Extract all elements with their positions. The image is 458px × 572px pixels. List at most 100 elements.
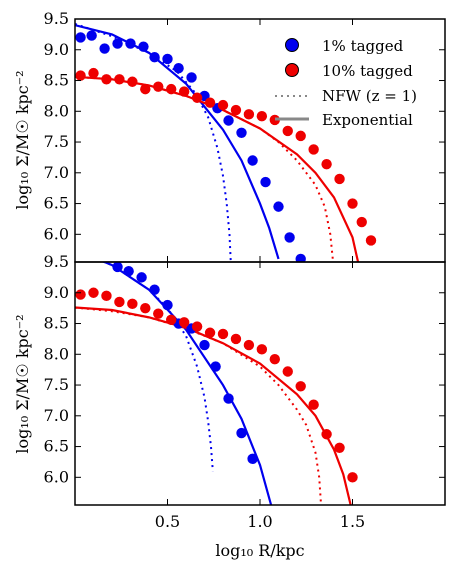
bottom-ytick-label: 6.0 [44, 467, 69, 486]
bottom-point-10-tagged [295, 381, 306, 392]
bottom-point-10-tagged [347, 472, 358, 483]
bottom-exponential-curve-1-tagged [101, 262, 273, 505]
top-point-10-tagged [153, 81, 164, 92]
top-point-1-tagged [173, 63, 184, 74]
bottom-point-10-tagged [178, 317, 190, 328]
top-point-10-tagged [230, 104, 242, 116]
top-point-10-tagged [334, 173, 345, 185]
bottom-point-10-tagged [308, 399, 319, 410]
bottom-point-1-tagged [223, 393, 234, 404]
bottom-xtick-label: 1.0 [247, 512, 272, 531]
bottom-nfw-curve-10-tagged [75, 306, 323, 505]
top-point-10-tagged [114, 74, 125, 85]
top-point-1-tagged [223, 115, 234, 126]
top-point-10-tagged [140, 83, 151, 95]
top-ytick-label: 9.0 [44, 40, 69, 59]
top-curves [75, 22, 360, 262]
top-ylabel: log₁₀ Σ/M☉ kpc⁻² [13, 70, 32, 209]
bottom-ytick-label: 7.5 [44, 375, 69, 394]
top-point-10-tagged [127, 76, 138, 87]
bottom-point-10-tagged [230, 333, 242, 345]
top-point-1-tagged [260, 176, 271, 188]
bottom-plot-area [75, 262, 358, 505]
bottom-exponential-curve-10-tagged [75, 306, 352, 505]
bottom-ytick-label: 9.0 [44, 283, 69, 302]
top-point-1-tagged [236, 127, 247, 139]
legend-label-exponential: Exponential [322, 111, 413, 129]
bottom-point-1-tagged [149, 284, 160, 295]
top-yticks: 6.0 6.5 7.0 7.5 8.0 8.5 9.0 9.5 [44, 9, 445, 262]
top-points [75, 30, 377, 262]
bottom-nfw-curve-1-tagged [101, 262, 214, 472]
bottom-point-1-tagged [112, 262, 123, 273]
bottom-ytick-label: 8.5 [44, 314, 69, 333]
top-point-10-tagged [178, 86, 190, 97]
top-exponential-curve-1-tagged [75, 24, 280, 260]
top-point-10-tagged [256, 111, 268, 122]
bottom-panel: 6.0 6.5 7.0 7.5 8.0 8.5 9.0 9.5 0.5 1.0 1.5 log₁₀… [13, 252, 446, 560]
legend: 1% tagged 10% tagged NFW (z = 1) Exponen… [275, 37, 417, 129]
x-axis-title: log₁₀ R/kpc [215, 541, 304, 560]
top-ytick-label: 7.0 [44, 163, 69, 182]
bottom-points [75, 262, 358, 483]
bottom-point-1-tagged [247, 453, 258, 465]
top-point-10-tagged [347, 198, 358, 209]
bottom-point-10-tagged [321, 429, 332, 440]
bottom-ytick-label: 6.5 [44, 437, 69, 456]
top-ytick-label: 6.5 [44, 194, 69, 213]
top-point-10-tagged [356, 216, 367, 228]
top-point-10-tagged [365, 235, 377, 246]
bottom-point-1-tagged [210, 361, 221, 372]
bottom-point-10-tagged [217, 328, 229, 340]
top-point-1-tagged [99, 43, 110, 54]
bottom-point-1-tagged [162, 299, 173, 311]
bottom-xtick-label: 1.5 [340, 512, 365, 531]
bottom-ylabel: log₁₀ Σ/M☉ kpc⁻² [13, 314, 32, 453]
bottom-ytick-label: 8.0 [44, 344, 69, 363]
top-point-1-tagged [162, 53, 173, 65]
bottom-curves [75, 262, 352, 505]
bottom-point-10-tagged [127, 298, 138, 310]
top-ytick-label: 9.5 [44, 9, 69, 28]
top-ytick-label: 8.0 [44, 101, 69, 120]
bottom-point-10-tagged [153, 308, 164, 319]
top-point-1-tagged [149, 51, 160, 63]
top-ytick-label: 7.5 [44, 132, 69, 151]
bottom-point-10-tagged [269, 354, 280, 365]
legend-label-nfw: NFW (z = 1) [322, 87, 417, 105]
top-point-1-tagged [247, 155, 258, 166]
top-point-10-tagged [191, 92, 203, 103]
top-point-10-tagged [295, 130, 306, 142]
top-point-10-tagged [101, 74, 112, 85]
bottom-point-10-tagged [88, 287, 99, 298]
bottom-xticks: 0.5 1.0 1.5 [155, 262, 365, 531]
bottom-point-10-tagged [334, 442, 345, 453]
legend-marker-10pct [285, 63, 299, 77]
bottom-point-10-tagged [243, 339, 255, 351]
top-point-1-tagged [273, 201, 284, 212]
top-frame [74, 18, 446, 263]
bottom-point-10-tagged [75, 289, 86, 300]
bottom-point-10-tagged [114, 296, 125, 308]
top-point-1-tagged [186, 72, 197, 83]
bottom-ytick-label: 9.5 [44, 252, 69, 271]
bottom-point-1-tagged [123, 266, 134, 277]
top-ytick-label: 6.0 [44, 224, 69, 243]
bottom-point-1-tagged [136, 272, 147, 283]
top-point-10-tagged [308, 144, 319, 155]
top-panel: 6.0 6.5 7.0 7.5 8.0 8.5 9.0 9.5 log₁₀ Σ/M☉ kpc⁻… [13, 9, 446, 263]
top-point-10-tagged [88, 67, 99, 79]
bottom-point-10-tagged [166, 314, 177, 326]
bottom-point-10-tagged [204, 327, 216, 338]
bottom-point-1-tagged [199, 339, 210, 351]
bottom-point-10-tagged [191, 321, 203, 332]
bottom-yticks: 6.0 6.5 7.0 7.5 8.0 8.5 9.0 9.5 [44, 252, 445, 486]
top-point-1-tagged [295, 253, 306, 262]
top-point-1-tagged [75, 32, 86, 43]
legend-marker-1pct [285, 38, 299, 52]
bottom-point-10-tagged [101, 290, 112, 302]
top-point-10-tagged [217, 99, 229, 111]
top-point-10-tagged [321, 158, 332, 170]
bottom-point-1-tagged [236, 427, 247, 439]
